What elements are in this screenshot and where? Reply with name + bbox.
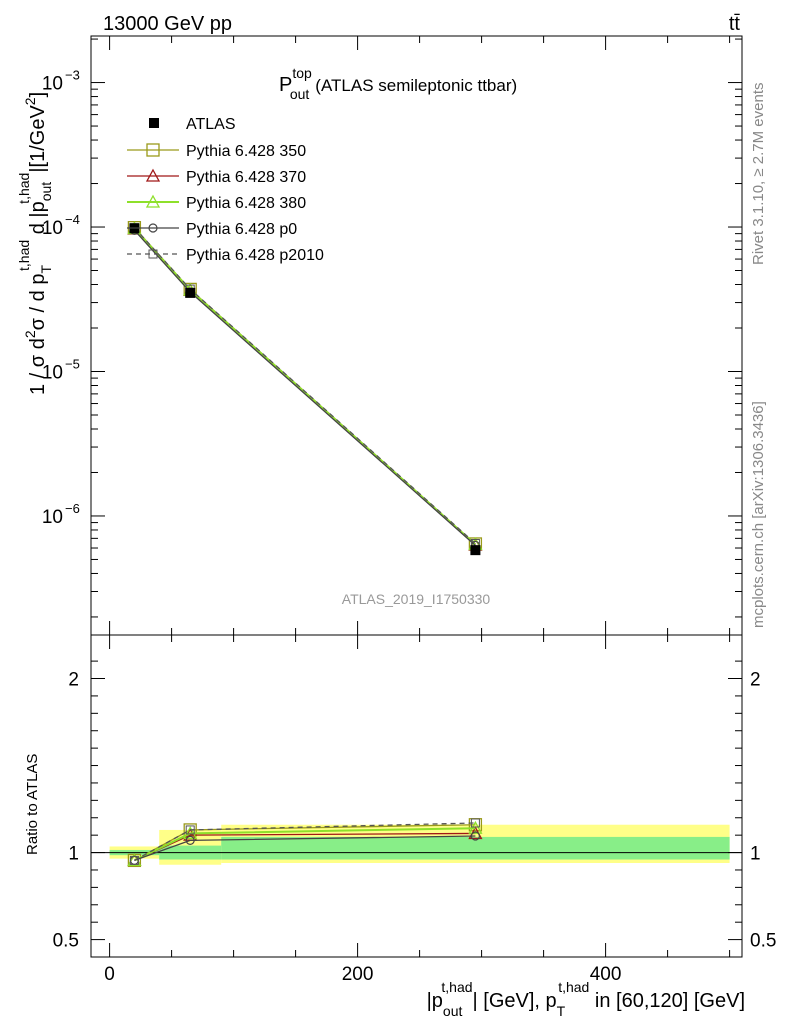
plot-title: Ptop out (ATLAS semileptonic ttbar) <box>279 65 517 102</box>
ratio-y-tick-label-right: 0.5 <box>750 931 776 952</box>
legend-marker <box>146 143 160 157</box>
legend-marker <box>148 249 158 259</box>
legend-label-atlas: ATLAS <box>186 116 236 133</box>
legend-marker <box>145 194 161 208</box>
legend-label: Pythia 6.428 350 <box>186 143 306 160</box>
y-tick-label: 10 <box>42 74 63 95</box>
ratio-y-tick-label-left: 0.5 <box>53 931 79 952</box>
data-point <box>185 287 196 298</box>
series-line <box>133 227 476 545</box>
ratio-y-tick-label-right: 1 <box>750 844 761 865</box>
series-0 <box>127 221 483 551</box>
beam-label: 13000 GeV pp <box>103 13 232 35</box>
legend-label: Pythia 6.428 p2010 <box>186 247 324 264</box>
stat-uncertainty-band <box>221 836 730 860</box>
legend-label: Pythia 6.428 p0 <box>186 221 297 238</box>
series-2 <box>127 221 483 551</box>
x-axis-label: |poutt,had| [GeV], pTt,had in [60,120] [… <box>427 979 745 1019</box>
ratio-series-point <box>185 835 195 845</box>
ratio-series-point <box>129 855 139 865</box>
legend: ATLAS Pythia 6.428 350 Pythia 6.428 370 Py… <box>127 116 324 264</box>
main-panel: 10−610−510−410−3 Ptop out (ATLAS semilepto… <box>16 35 743 636</box>
ratio-y-tick-label-left: 2 <box>68 670 79 691</box>
legend-label: Pythia 6.428 380 <box>186 195 306 212</box>
ratio-series-point <box>470 818 480 828</box>
y-tick-label: 10 <box>42 218 63 239</box>
ratio-series-line <box>134 835 476 862</box>
data-points <box>129 223 481 556</box>
ratio-series-line <box>133 827 476 862</box>
legend-marker <box>145 168 161 182</box>
legend-marker-atlas <box>149 118 159 128</box>
series-line <box>133 227 476 544</box>
x-tick-label: 0 <box>104 964 115 985</box>
ratio-series-point <box>470 831 480 841</box>
series-1 <box>127 221 483 551</box>
legend-marker <box>148 223 158 233</box>
legend-label: Pythia 6.428 370 <box>186 169 306 186</box>
x-tick-label: 200 <box>342 964 374 985</box>
ratio-series-4 <box>129 818 480 865</box>
y-tick-label-exp: −3 <box>65 68 80 83</box>
ratio-series-2 <box>127 820 483 867</box>
y-tick-label: 10 <box>42 507 63 528</box>
y-axis-label: 1 / σ d2σ / d pTt,had d |poutt,had|[1/Ge… <box>16 92 54 395</box>
ratio-series-point <box>185 825 195 835</box>
series-4 <box>129 223 480 548</box>
data-point <box>470 545 481 556</box>
rivet-label: Rivet 3.1.10, ≥ 2.7M events <box>750 83 767 266</box>
y-tick-label: 10 <box>42 362 63 383</box>
y-tick-label-exp: −5 <box>65 356 80 371</box>
y-tick-label-exp: −4 <box>65 212 80 227</box>
source-label: mcplots.cern.ch [arXiv:1306.3436] <box>750 401 767 628</box>
ratio-panel: 0.5 0.5 1 1 2 2 0 200 400 Ratio to ATLAS |poutt,… <box>24 634 776 1019</box>
ratio-series-line <box>134 822 476 861</box>
ratio-y-axis-label: Ratio to ATLAS <box>24 754 41 855</box>
ratio-series-point <box>468 820 483 834</box>
y-tick-label-exp: −6 <box>65 501 80 516</box>
analysis-watermark: ATLAS_2019_I1750330 <box>342 591 491 607</box>
x-tick-label: 400 <box>590 964 622 985</box>
ratio-y-tick-label-right: 2 <box>750 670 761 691</box>
ratio-series-point <box>183 826 198 840</box>
process-label: tt̄ <box>729 13 741 35</box>
ratio-frame <box>90 634 743 958</box>
ratio-y-tick-label-left: 1 <box>68 844 79 865</box>
